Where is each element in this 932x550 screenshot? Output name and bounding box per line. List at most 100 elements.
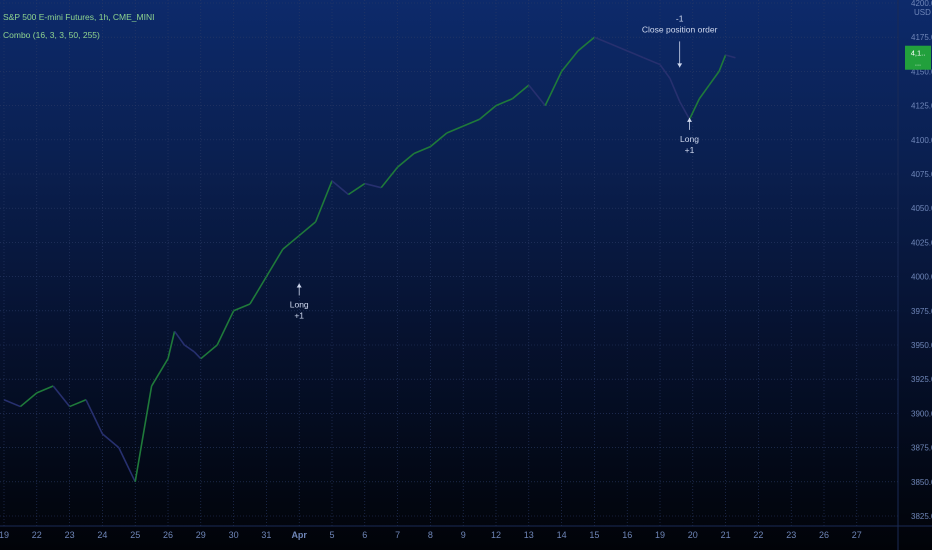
y-tick-label: 3900.00 (911, 409, 932, 418)
price-segment (173, 330, 186, 346)
x-tick-label: 23 (786, 530, 796, 540)
last-price-text: ... (915, 59, 921, 68)
price-segment (118, 447, 136, 483)
price-segment (183, 344, 195, 353)
price-segment (725, 54, 736, 59)
x-tick-label: 6 (362, 530, 367, 540)
price-segment (249, 276, 268, 305)
price-segment (577, 36, 595, 52)
price-segment (626, 50, 644, 59)
symbol-title: S&P 500 E-mini Futures, 1h, CME_MINI (3, 12, 155, 22)
price-segment (560, 50, 579, 72)
price-segment (669, 77, 681, 102)
trade-arrow-icon (687, 117, 693, 122)
y-tick-label: 3850.00 (911, 478, 932, 487)
price-segment (314, 180, 333, 223)
price-segment (282, 234, 300, 250)
y-tick-label: 4200.00 (911, 0, 932, 8)
price-segment (610, 43, 628, 52)
y-tick-label: 4100.00 (911, 136, 932, 145)
price-segment (479, 104, 497, 120)
y-tick-label: 4050.00 (911, 204, 932, 213)
price-segment (101, 433, 120, 449)
price-segment (446, 125, 464, 134)
price-segment (708, 70, 720, 86)
price-segment (678, 101, 691, 120)
price-segment (19, 392, 38, 408)
price-segment (193, 351, 202, 360)
price-segment (265, 248, 284, 278)
price-segment (167, 331, 176, 359)
price-segment (3, 398, 21, 408)
x-tick-label: 8 (428, 530, 433, 540)
price-segment (688, 98, 701, 120)
x-tick-label: 22 (32, 530, 42, 540)
price-segment (69, 398, 87, 408)
y-tick-label: 4000.00 (911, 273, 932, 282)
x-tick-label: 14 (557, 530, 567, 540)
trade-label: Close position order (642, 24, 718, 34)
trade-label: +1 (685, 145, 695, 155)
price-segment (216, 310, 235, 346)
y-tick-label: 3825.00 (911, 512, 932, 521)
price-segment (134, 385, 153, 482)
price-segment (659, 64, 671, 79)
y-tick-label: 4175.00 (911, 33, 932, 42)
price-segment (347, 182, 366, 196)
x-tick-label: 25 (130, 530, 140, 540)
y-tick-label: 3875.00 (911, 444, 932, 453)
last-price-tag[interactable] (905, 45, 931, 70)
x-tick-label: 24 (97, 530, 107, 540)
price-segment (36, 385, 54, 394)
price-segment (495, 98, 513, 107)
price-segment (150, 358, 169, 387)
trade-label: +1 (294, 310, 304, 320)
trade-label: -1 (676, 13, 684, 23)
y-axis-unit: USD (914, 8, 931, 17)
price-segment (298, 221, 317, 237)
price-segment (429, 132, 448, 148)
trade-label: Long (290, 299, 309, 309)
price-segment (380, 166, 399, 189)
price-segment (233, 303, 251, 312)
y-tick-label: 3925.00 (911, 375, 932, 384)
x-tick-label: 15 (589, 530, 599, 540)
x-tick-label: 19 (655, 530, 665, 540)
trade-label: Long (680, 134, 699, 144)
x-tick-label: 7 (395, 530, 400, 540)
x-tick-label: 27 (852, 530, 862, 540)
x-tick-label: 31 (261, 530, 271, 540)
x-tick-label: 12 (491, 530, 501, 540)
price-segment (462, 118, 480, 127)
y-tick-label: 4125.00 (911, 102, 932, 111)
indicator-legend[interactable]: Combo (16, 3, 3, 50, 255) (3, 30, 100, 40)
x-tick-label: Apr (291, 530, 307, 540)
symbol-legend[interactable]: S&P 500 E-mini Futures, 1h, CME_MINI (3, 12, 154, 22)
y-tick-label: 3975.00 (911, 307, 932, 316)
last-price-text: 4,1.. (911, 49, 926, 58)
price-segment (528, 84, 546, 107)
price-segment (52, 385, 71, 408)
price-segment (544, 71, 563, 106)
price-segment (413, 145, 431, 155)
x-tick-label: 21 (721, 530, 731, 540)
price-segment (698, 84, 710, 100)
price-segment (85, 399, 104, 435)
x-tick-label: 26 (819, 530, 829, 540)
price-segment (397, 152, 415, 168)
price-segment (200, 344, 218, 360)
x-tick-label: 23 (65, 530, 75, 540)
x-tick-label: 20 (688, 530, 698, 540)
x-tick-label: 13 (524, 530, 534, 540)
x-tick-label: 9 (461, 530, 466, 540)
indicator-title: Combo (16, 3, 3, 50, 255) (3, 30, 100, 40)
price-segment (364, 182, 382, 189)
x-tick-label: 26 (163, 530, 173, 540)
x-tick-label: 22 (753, 530, 763, 540)
trade-arrow-icon (677, 63, 683, 68)
x-tick-label: 19 (0, 530, 9, 540)
price-segment (331, 180, 349, 196)
x-tick-label: 16 (622, 530, 632, 540)
